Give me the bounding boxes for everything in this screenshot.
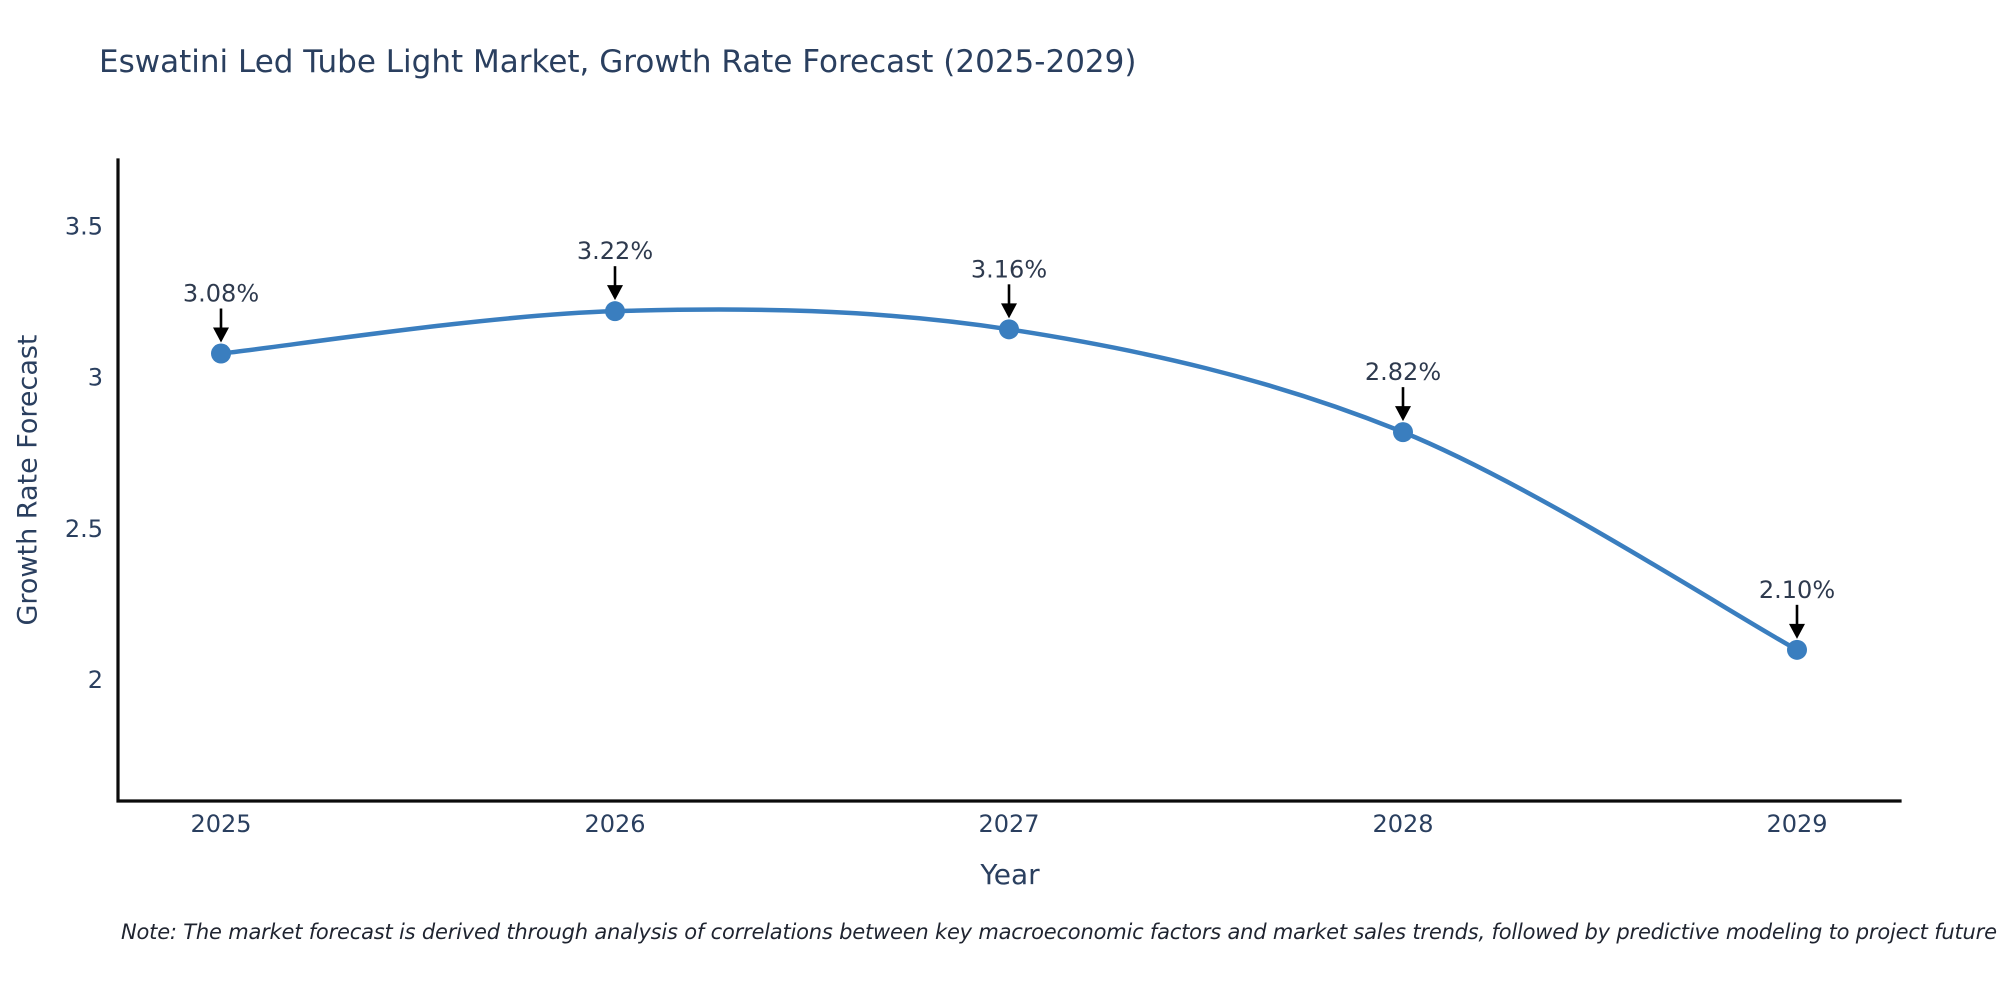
- annotation-arrowhead: [213, 327, 229, 343]
- data-point-marker[interactable]: [605, 301, 625, 322]
- annotation-arrowhead: [1001, 303, 1017, 319]
- annotation-label: 2.82%: [1365, 358, 1441, 386]
- y-tick-label: 3.5: [65, 213, 103, 241]
- axis-lines: [116, 158, 1902, 803]
- x-tick-label: 2029: [1766, 810, 1827, 838]
- data-point-marker[interactable]: [211, 343, 231, 364]
- chart-title: Eswatini Led Tube Light Market, Growth R…: [99, 44, 1137, 80]
- x-axis-title: Year: [980, 858, 1040, 891]
- x-tick-label: 2028: [1372, 810, 1433, 838]
- x-tick-label: 2026: [584, 810, 645, 838]
- annotation-label: 3.16%: [971, 255, 1047, 283]
- data-point-marker[interactable]: [999, 319, 1019, 340]
- data-point-marker[interactable]: [1787, 639, 1807, 660]
- annotation-arrowhead: [607, 285, 623, 301]
- data-point-marker[interactable]: [1393, 422, 1413, 443]
- x-tick-label: 2027: [978, 810, 1039, 838]
- annotation-arrowhead: [1789, 623, 1805, 639]
- annotation-label: 3.08%: [183, 280, 259, 308]
- annotation-label: 2.10%: [1759, 576, 1835, 604]
- annotation-arrowhead: [1395, 406, 1411, 422]
- annotation-label: 3.22%: [577, 237, 653, 265]
- footnote: Note: The market forecast is derived thr…: [121, 920, 2000, 944]
- x-tick-label: 2025: [190, 810, 251, 838]
- y-tick-label: 2.5: [65, 515, 103, 543]
- y-tick-label: 2: [88, 666, 103, 694]
- y-tick-label: 3: [88, 364, 103, 392]
- trend-line: [220, 307, 1799, 652]
